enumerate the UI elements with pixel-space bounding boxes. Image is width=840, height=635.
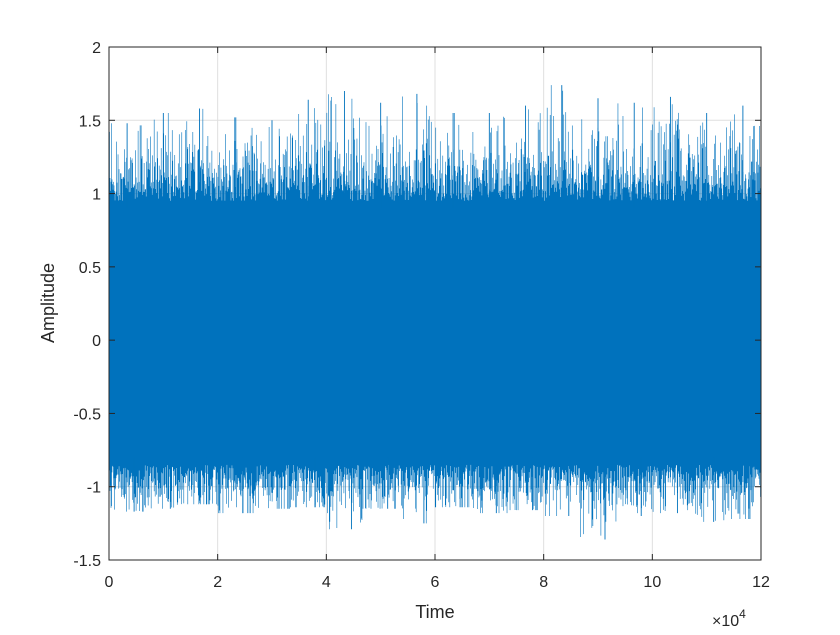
x-axis-exponent-power: 4 (739, 607, 746, 621)
x-axis-exponent: ×104 (712, 607, 746, 630)
y-tick-label: 0 (92, 333, 101, 350)
y-tick-label: 1.5 (79, 113, 101, 130)
y-tick-label: -1.5 (73, 553, 101, 570)
x-tick-label: 6 (431, 574, 440, 591)
x-tick-label: 0 (105, 574, 114, 591)
x-tick-label: 4 (322, 574, 331, 591)
y-tick-label: 0.5 (79, 260, 101, 277)
y-tick-label: 1 (92, 187, 101, 204)
signal-peaks (126, 85, 751, 540)
x-tick-label: 2 (213, 574, 222, 591)
y-tick-label: 2 (92, 40, 101, 57)
x-axis-ticks: 0 2 4 6 8 10 12 (105, 47, 770, 591)
x-tick-label: 10 (643, 574, 661, 591)
x-tick-label: 8 (539, 574, 548, 591)
signal-series (108, 85, 762, 540)
y-axis-ticks: 2 1.5 1 0.5 0 -0.5 -1 -1.5 (73, 40, 761, 570)
x-axis-label: Time (415, 602, 454, 622)
y-tick-label: -1 (87, 480, 101, 497)
y-tick-label: -0.5 (73, 406, 101, 423)
x-tick-label: 12 (752, 574, 770, 591)
x-axis-exponent-base: ×10 (712, 613, 739, 630)
y-axis-label: Amplitude (38, 263, 58, 343)
